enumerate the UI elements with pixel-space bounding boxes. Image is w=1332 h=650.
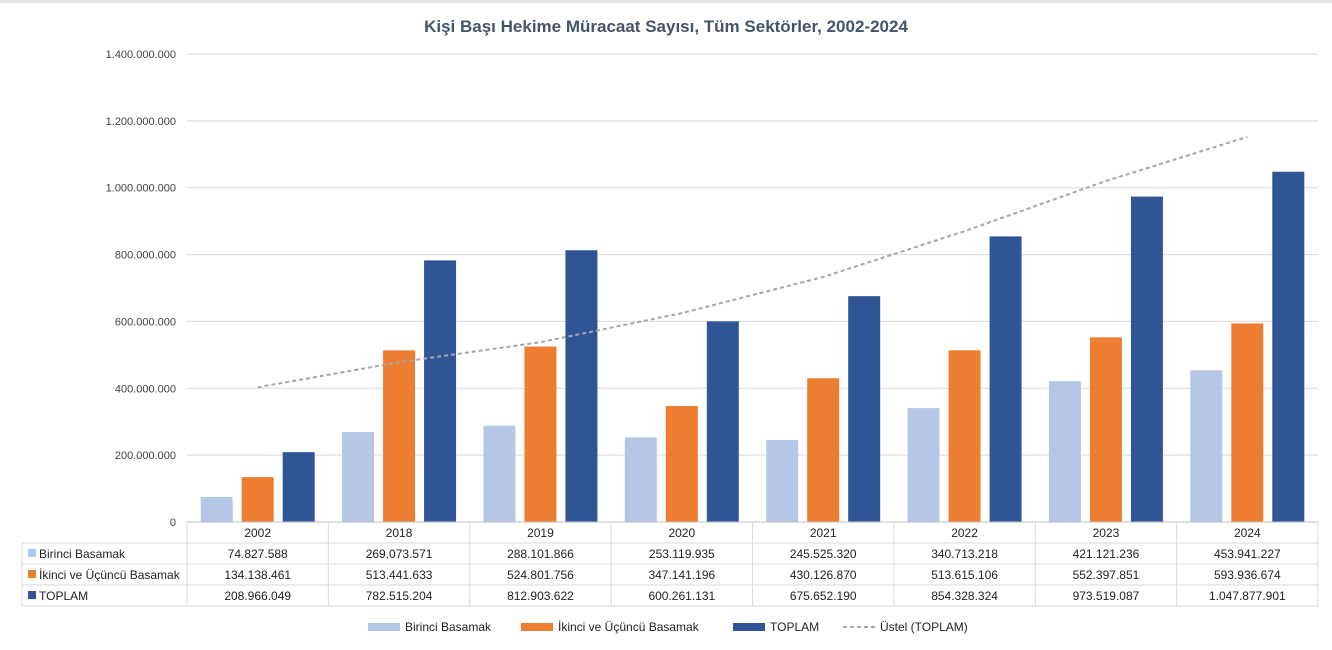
bar	[665, 405, 698, 522]
category-label: 2018	[386, 526, 413, 540]
table-cell-value: 524.801.756	[507, 568, 574, 582]
table-series-name: Birinci Basamak	[39, 547, 126, 561]
table-cell-value: 347.141.196	[648, 568, 715, 582]
table-cell-value: 421.121.236	[1073, 547, 1140, 561]
bar	[1231, 323, 1264, 522]
y-tick-label: 1.200.000.000	[106, 116, 176, 128]
category-label: 2023	[1093, 526, 1120, 540]
bar	[624, 437, 657, 522]
bar	[766, 439, 799, 522]
table-cell-value: 253.119.935	[649, 547, 715, 561]
table-series-key	[28, 549, 36, 557]
bar	[282, 452, 315, 522]
legend-swatch	[521, 623, 553, 631]
category-label: 2019	[527, 526, 554, 540]
y-tick-label: 400.000.000	[115, 383, 176, 395]
y-tick-label: 1.400.000.000	[106, 49, 176, 61]
table-cell-value: 513.615.106	[931, 568, 998, 582]
bar	[907, 408, 940, 522]
table-cell-value: 812.903.622	[507, 589, 574, 603]
table-cell-value: 288.101.866	[507, 547, 574, 561]
bar	[989, 236, 1022, 522]
bar	[1048, 381, 1081, 522]
bars	[200, 171, 1305, 523]
bar	[948, 350, 981, 522]
table-cell-value: 269.073.571	[366, 547, 433, 561]
bar	[483, 425, 516, 522]
y-tick-label: 1.000.000.000	[106, 183, 176, 195]
trendline	[257, 135, 1248, 389]
table-series-key	[28, 591, 36, 599]
legend-label: İkinci ve Üçüncü Basamak	[558, 620, 700, 634]
table-cell-value: 600.261.131	[648, 589, 715, 603]
legend: Birinci Basamak İkinci ve Üçüncü Basamak T…	[368, 620, 968, 634]
bar	[706, 321, 739, 522]
legend-label: Üstel (TOPLAM)	[880, 620, 968, 634]
table-cell-value: 513.441.633	[366, 568, 433, 582]
bar	[1190, 370, 1223, 522]
trendline-path	[257, 135, 1248, 389]
table-cell-value: 453.941.227	[1214, 547, 1281, 561]
bar	[200, 496, 233, 522]
data-table: 2002 2018 2019 2020 2021 2022 2023 2024 Birinci …	[21, 521, 1319, 607]
table-cell-value: 208.966.049	[224, 589, 291, 603]
bar	[524, 346, 557, 522]
y-tick-label: 800.000.000	[115, 250, 176, 262]
bar	[424, 260, 457, 522]
bar	[565, 250, 598, 522]
table-cell-value: 782.515.204	[366, 589, 433, 603]
spreadsheet-column-lines	[0, 0, 1332, 3]
table-series-key	[28, 570, 36, 578]
bar	[241, 477, 274, 522]
table-cell-value: 430.126.870	[790, 568, 857, 582]
table-series-name: İkinci ve Üçüncü Basamak	[39, 568, 181, 582]
table-cell-value: 973.519.087	[1073, 589, 1140, 603]
bar	[807, 378, 840, 522]
category-label: 2022	[951, 526, 978, 540]
bar	[342, 432, 375, 522]
table-cell-value: 340.713.218	[931, 547, 998, 561]
legend-label: TOPLAM	[770, 620, 819, 634]
bar	[1130, 196, 1163, 523]
y-tick-label: 200.000.000	[115, 450, 176, 462]
table-cell-value: 675.652.190	[790, 589, 857, 603]
table-cell-value: 1.047.877.901	[1209, 589, 1286, 603]
table-cell-value: 593.936.674	[1214, 568, 1281, 582]
chart-title: Kişi Başı Hekime Müracaat Sayısı, Tüm Se…	[424, 17, 908, 36]
y-axis-tick-labels: 0 200.000.000 400.000.000 600.000.000 800.00…	[106, 49, 176, 529]
table-cell-value: 134.138.461	[224, 568, 291, 582]
table-cell-value: 74.827.588	[228, 547, 288, 561]
bar	[1272, 171, 1305, 522]
table-cell-value: 552.397.851	[1073, 568, 1140, 582]
table-series-name: TOPLAM	[39, 589, 88, 603]
category-label: 2021	[810, 526, 837, 540]
legend-swatch	[733, 623, 765, 631]
category-label: 2002	[244, 526, 271, 540]
bar	[383, 350, 416, 522]
y-tick-label: 600.000.000	[115, 316, 176, 328]
bar	[848, 296, 881, 522]
gridlines	[187, 53, 1318, 456]
y-tick-label: 0	[170, 517, 176, 529]
category-label: 2020	[668, 526, 695, 540]
table-cell-value: 245.525.320	[790, 547, 857, 561]
bar	[1089, 337, 1122, 522]
legend-swatch	[368, 623, 400, 631]
legend-label: Birinci Basamak	[405, 620, 492, 634]
category-label: 2024	[1234, 526, 1261, 540]
table-cell-value: 854.328.324	[931, 589, 998, 603]
